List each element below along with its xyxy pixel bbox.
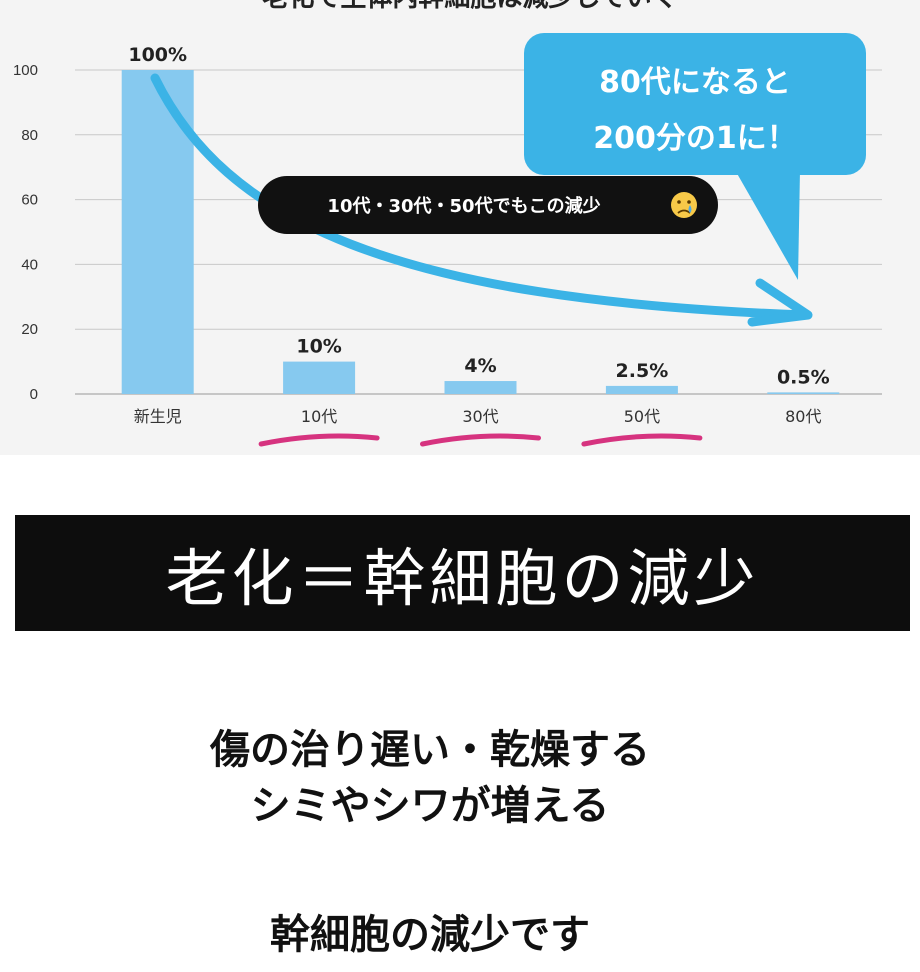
- bar-value-labels: 100% 10% 4% 2.5% 0.5%: [128, 44, 829, 388]
- y-tick-label: 20: [21, 321, 38, 338]
- bar: [605, 385, 678, 394]
- category-underline: [420, 433, 541, 447]
- bars: [121, 70, 840, 394]
- category-underline: [258, 433, 380, 447]
- symptom-pill: 傷の治り遅い・乾燥する シミやシワが増える: [120, 706, 740, 850]
- symptom-line-1: 傷の治り遅い・乾燥する: [210, 727, 650, 773]
- callout-bubble: 80代になると 200分の1に！: [524, 33, 866, 280]
- y-tick-label: 80: [21, 127, 38, 144]
- bottom-text: 幹細胞の減少です: [270, 912, 590, 958]
- banner-text: 老化＝幹細胞の減少: [165, 542, 760, 615]
- main-banner: 老化＝幹細胞の減少: [15, 515, 910, 631]
- note-pill: 10代・30代・50代でもこの減少: [258, 176, 718, 234]
- x-axis-categories: 新生児 10代 30代 50代 80代: [134, 407, 822, 426]
- y-tick-label: 0: [30, 386, 38, 403]
- category-underline: [581, 433, 703, 447]
- bar-chart: 老化で生体内幹細胞は減少していく 0 20 40 60 80 100 新生児 10代 30代 5…: [13, 0, 882, 447]
- category-label: 10代: [301, 407, 337, 426]
- category-label: 30代: [462, 407, 498, 426]
- symptom-line-2: シミやシワが増える: [250, 783, 610, 829]
- bar-value-label: 10%: [296, 336, 341, 358]
- decline-arrow-head: [747, 278, 813, 327]
- category-label: 新生児: [134, 407, 182, 426]
- bar-value-label: 100%: [128, 44, 187, 66]
- category-label: 50代: [624, 407, 660, 426]
- y-axis-ticks: 0 20 40 60 80 100: [13, 62, 38, 403]
- callout-line-1: 80代になると: [599, 65, 791, 100]
- category-underlines: [258, 433, 703, 447]
- bar: [283, 361, 356, 394]
- y-tick-label: 60: [21, 192, 38, 209]
- grid-lines: [75, 69, 882, 395]
- note-text: 10代・30代・50代でもこの減少: [327, 195, 600, 217]
- bar-value-label: 2.5%: [616, 360, 669, 382]
- y-tick-label: 40: [21, 256, 38, 273]
- callout-line-2: 200分の1に！: [593, 121, 797, 156]
- bar-value-label: 0.5%: [777, 366, 830, 388]
- category-label: 80代: [785, 407, 821, 426]
- bar: [767, 392, 840, 394]
- chart-area: 老化で生体内幹細胞は減少していく 0 20 40 60 80 100 新生児 10代 30代 5…: [0, 0, 920, 455]
- decline-arrow-curve: [150, 73, 810, 320]
- bar: [444, 381, 517, 394]
- bottom-pill: 幹細胞の減少です: [195, 892, 665, 972]
- bar-value-label: 4%: [464, 355, 496, 377]
- y-tick-label: 100: [13, 62, 38, 79]
- crying-face-icon: [671, 192, 697, 218]
- chart-title: 老化で生体内幹細胞は減少していく: [262, 0, 677, 13]
